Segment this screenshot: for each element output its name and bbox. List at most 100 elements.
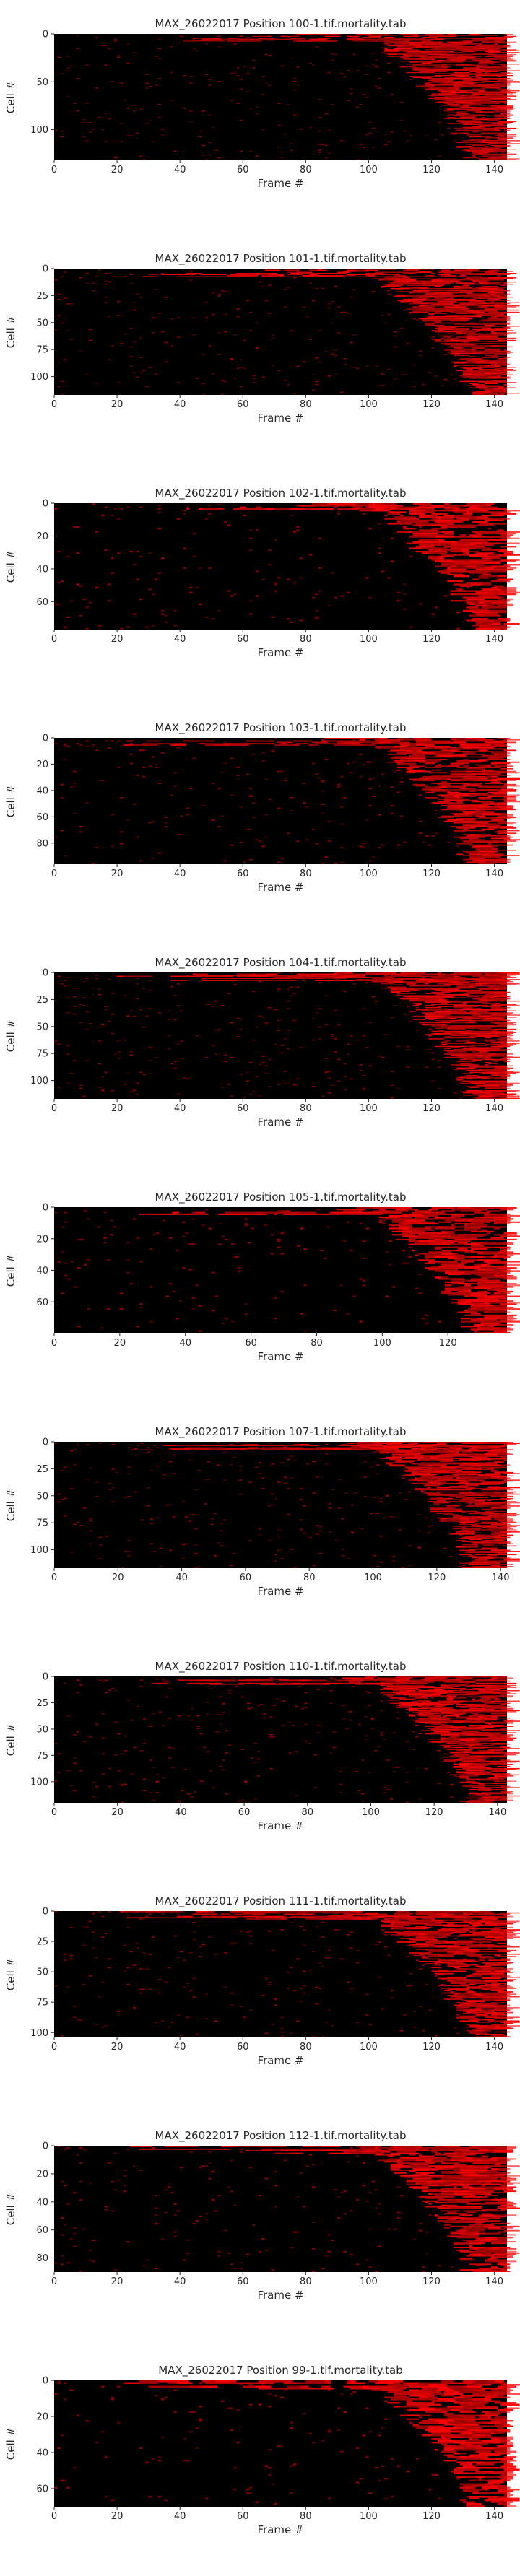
y-tick-label: 60 bbox=[36, 1297, 48, 1308]
y-tick-label: 75 bbox=[36, 1998, 48, 2009]
x-tick-label: 60 bbox=[237, 1103, 249, 1114]
chart-title: MAX_26022017 Position 103-1.tif.mortalit… bbox=[155, 721, 407, 735]
y-tick-label: 50 bbox=[36, 77, 48, 88]
chart-title: MAX_26022017 Position 107-1.tif.mortalit… bbox=[155, 1425, 407, 1439]
y-tick-label: 50 bbox=[36, 1491, 48, 1502]
heatmap-panel: MAX_26022017 Position 99-1.tif.mortality… bbox=[4, 2364, 520, 2536]
y-tick-label: 80 bbox=[36, 2253, 48, 2264]
heatmap-panel: MAX_26022017 Position 110-1.tif.mortalit… bbox=[4, 1660, 520, 1832]
chart-title: MAX_26022017 Position 102-1.tif.mortalit… bbox=[155, 487, 407, 500]
x-tick-label: 120 bbox=[422, 399, 441, 410]
x-tick-label: 120 bbox=[422, 2042, 441, 2053]
y-tick-label: 100 bbox=[30, 1777, 48, 1788]
y-tick-label: 100 bbox=[30, 125, 48, 136]
y-tick-label: 0 bbox=[43, 734, 48, 744]
heatmap-panel: MAX_26022017 Position 103-1.tif.mortalit… bbox=[4, 721, 520, 894]
y-tick-label: 40 bbox=[36, 1266, 48, 1276]
y-tick-label: 60 bbox=[36, 2225, 48, 2236]
x-tick-label: 20 bbox=[111, 165, 124, 175]
y-axis-label: Cell # bbox=[4, 1958, 17, 1990]
x-tick-label: 140 bbox=[485, 2042, 503, 2053]
x-tick-label: 120 bbox=[422, 2511, 441, 2522]
x-tick-label: 120 bbox=[422, 869, 441, 879]
x-tick-label: 20 bbox=[111, 1103, 124, 1114]
y-tick-label: 25 bbox=[36, 291, 48, 302]
heatmap-area bbox=[54, 972, 507, 1099]
x-tick-label: 0 bbox=[51, 165, 57, 175]
chart-title: MAX_26022017 Position 100-1.tif.mortalit… bbox=[155, 17, 407, 31]
x-axis-label: Frame # bbox=[257, 2054, 303, 2067]
x-tick-label: 40 bbox=[175, 1807, 187, 1818]
y-tick-label: 50 bbox=[36, 1022, 48, 1032]
x-tick-label: 40 bbox=[174, 869, 186, 879]
y-tick-label: 0 bbox=[43, 968, 48, 979]
x-axis-label: Frame # bbox=[257, 646, 303, 659]
y-tick-label: 40 bbox=[36, 564, 48, 575]
x-tick-label: 120 bbox=[422, 165, 441, 175]
x-tick-label: 80 bbox=[303, 1572, 316, 1583]
x-tick-label: 40 bbox=[174, 399, 186, 410]
x-tick-label: 100 bbox=[360, 1103, 378, 1114]
x-tick-label: 40 bbox=[174, 2511, 186, 2522]
y-tick-label: 20 bbox=[36, 1234, 48, 1245]
x-tick-label: 140 bbox=[485, 1103, 503, 1114]
y-tick-label: 100 bbox=[30, 372, 48, 383]
x-tick-label: 40 bbox=[174, 634, 186, 645]
x-tick-label: 60 bbox=[237, 165, 249, 175]
x-tick-label: 40 bbox=[174, 1103, 186, 1114]
y-axis-label: Cell # bbox=[4, 2427, 17, 2460]
chart-title: MAX_26022017 Position 105-1.tif.mortalit… bbox=[155, 1191, 407, 1204]
x-tick-label: 0 bbox=[51, 2042, 57, 2053]
x-tick-label: 100 bbox=[360, 2042, 378, 2053]
x-tick-label: 140 bbox=[485, 634, 503, 645]
x-tick-label: 80 bbox=[300, 2276, 312, 2287]
x-tick-label: 40 bbox=[174, 165, 186, 175]
y-tick-label: 0 bbox=[43, 30, 48, 40]
chart-title: MAX_26022017 Position 112-1.tif.mortalit… bbox=[155, 2129, 407, 2143]
x-tick-label: 120 bbox=[425, 1807, 443, 1818]
x-tick-label: 60 bbox=[245, 1338, 257, 1349]
x-tick-label: 100 bbox=[364, 1572, 382, 1583]
y-axis-label: Cell # bbox=[4, 2193, 17, 2225]
y-tick-label: 0 bbox=[43, 1203, 48, 1214]
y-tick-label: 50 bbox=[36, 1967, 48, 1978]
y-tick-label: 40 bbox=[36, 786, 48, 796]
x-tick-label: 140 bbox=[492, 1572, 510, 1583]
y-axis-label: Cell # bbox=[4, 81, 17, 113]
y-tick-label: 0 bbox=[43, 1672, 48, 1683]
x-tick-label: 80 bbox=[300, 1103, 312, 1114]
heatmap-panel: MAX_26022017 Position 104-1.tif.mortalit… bbox=[4, 956, 520, 1128]
x-tick-label: 80 bbox=[301, 1807, 313, 1818]
x-tick-label: 0 bbox=[51, 634, 57, 645]
x-tick-label: 60 bbox=[238, 1807, 251, 1818]
x-tick-label: 100 bbox=[360, 165, 378, 175]
y-tick-label: 100 bbox=[30, 1076, 48, 1087]
x-tick-label: 120 bbox=[422, 2276, 441, 2287]
x-tick-label: 20 bbox=[111, 634, 124, 645]
y-tick-label: 20 bbox=[36, 2169, 48, 2180]
x-tick-label: 140 bbox=[485, 869, 503, 879]
x-tick-label: 80 bbox=[300, 165, 312, 175]
y-tick-label: 0 bbox=[43, 2141, 48, 2152]
x-tick-label: 120 bbox=[422, 634, 441, 645]
y-tick-label: 25 bbox=[36, 1937, 48, 1948]
chart-title: MAX_26022017 Position 104-1.tif.mortalit… bbox=[155, 956, 407, 970]
x-tick-label: 80 bbox=[311, 1338, 323, 1349]
y-tick-label: 60 bbox=[36, 597, 48, 608]
y-axis-label: Cell # bbox=[4, 1019, 17, 1052]
x-tick-label: 140 bbox=[488, 1807, 506, 1818]
x-tick-label: 20 bbox=[111, 399, 124, 410]
x-tick-label: 0 bbox=[51, 2276, 57, 2287]
y-tick-label: 40 bbox=[36, 2197, 48, 2208]
heatmap-panel: MAX_26022017 Position 112-1.tif.mortalit… bbox=[4, 2129, 520, 2302]
x-tick-label: 80 bbox=[300, 399, 312, 410]
heatmap-panel: MAX_26022017 Position 100-1.tif.mortalit… bbox=[4, 17, 520, 190]
chart-title: MAX_26022017 Position 111-1.tif.mortalit… bbox=[155, 1894, 407, 1908]
y-axis-label: Cell # bbox=[4, 550, 17, 583]
y-tick-label: 100 bbox=[30, 2028, 48, 2039]
x-tick-label: 60 bbox=[240, 1572, 252, 1583]
x-axis-label: Frame # bbox=[257, 177, 303, 190]
x-tick-label: 100 bbox=[360, 399, 378, 410]
y-tick-label: 100 bbox=[30, 1545, 48, 1556]
